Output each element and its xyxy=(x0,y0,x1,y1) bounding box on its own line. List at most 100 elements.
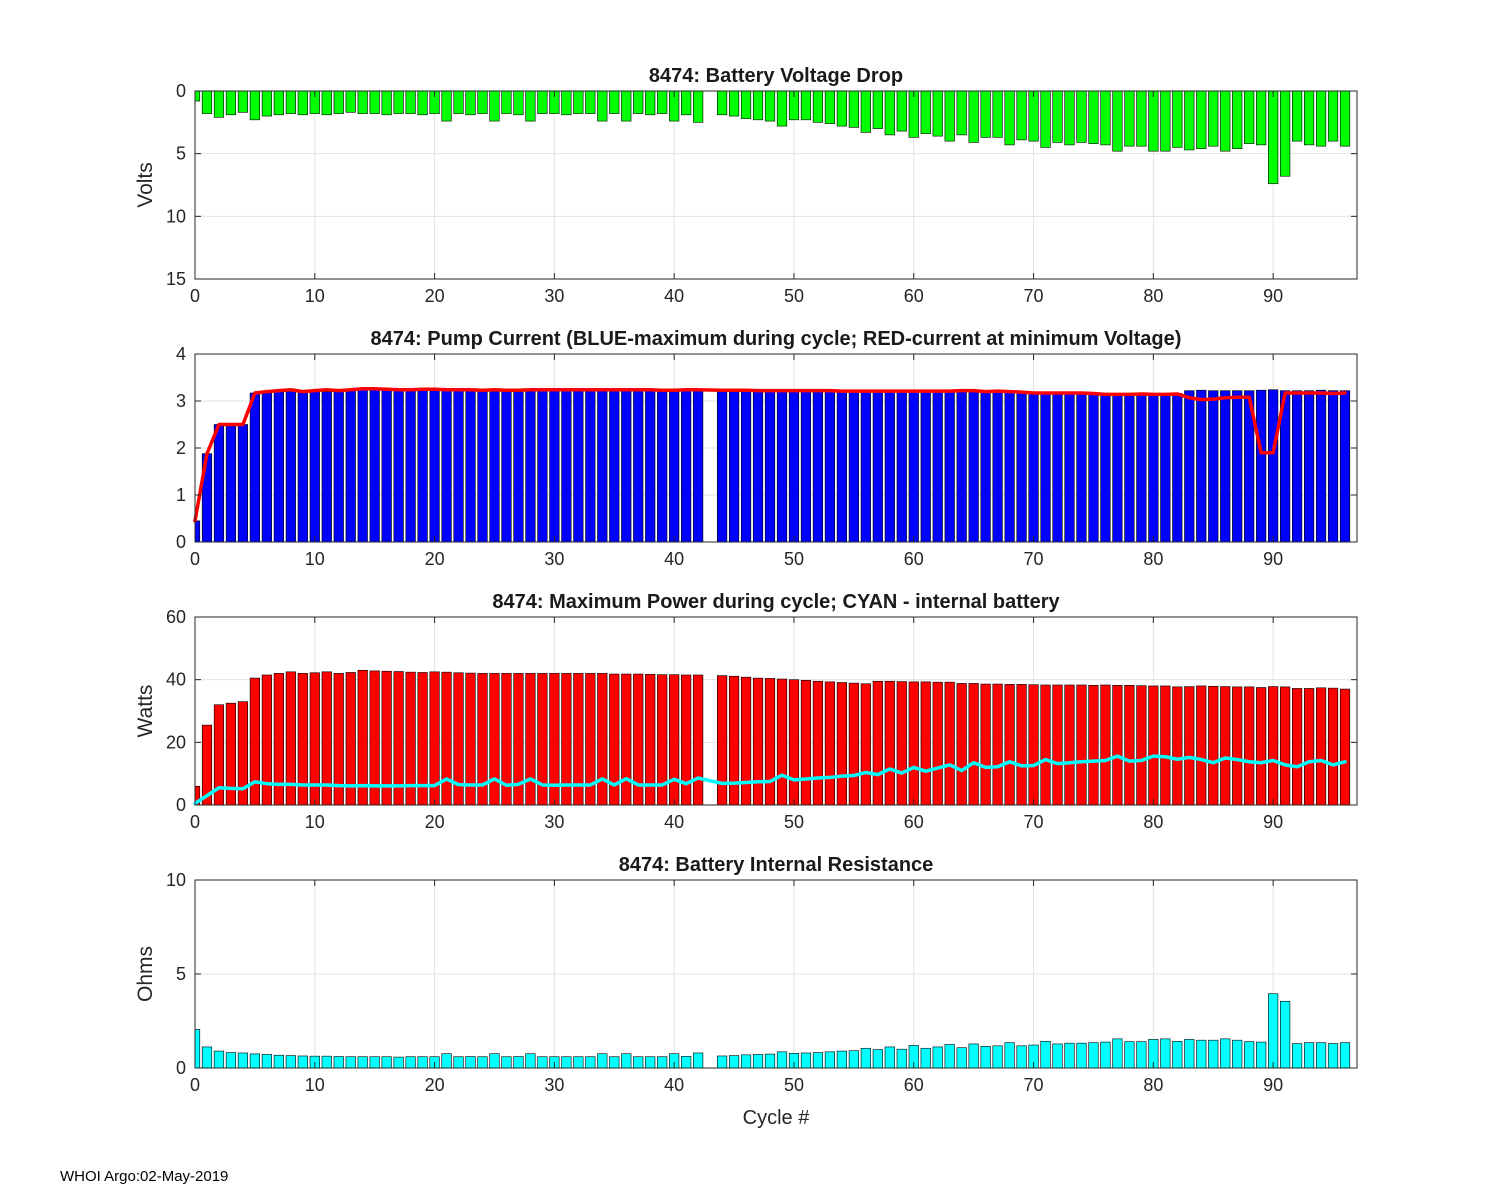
bar xyxy=(800,679,812,806)
bar xyxy=(1052,392,1063,543)
x-tick-label: 40 xyxy=(664,1075,684,1095)
bar xyxy=(1088,392,1099,543)
chart-resistance: 0 10 20 30 40 50 60 70 80 90 0 5 10 8474: Battery Int… xyxy=(134,854,1358,1129)
bar xyxy=(1256,389,1267,543)
bar xyxy=(621,390,632,543)
bar xyxy=(860,90,871,133)
x-tick-label: 20 xyxy=(425,812,445,832)
x-tick-label: 40 xyxy=(664,286,684,306)
bar xyxy=(1292,1043,1303,1069)
bar xyxy=(980,1046,991,1069)
bar xyxy=(1244,90,1255,144)
bar xyxy=(1112,90,1123,152)
bar xyxy=(944,90,955,142)
bar xyxy=(716,675,728,806)
bar xyxy=(549,390,560,543)
bar xyxy=(525,90,536,122)
x-tick-label: 30 xyxy=(544,286,564,306)
bar xyxy=(1112,393,1123,543)
bar xyxy=(980,391,991,543)
bar xyxy=(669,674,680,806)
bar xyxy=(1136,1041,1147,1069)
bar xyxy=(1172,1041,1183,1069)
bar xyxy=(477,90,488,114)
chart-voltage: 0 10 20 30 40 50 60 70 80 90 0 5 10 15 8474: Battery V… xyxy=(134,65,1358,306)
bar xyxy=(1124,685,1135,806)
y-tick-label: 10 xyxy=(166,870,186,890)
bar xyxy=(932,90,943,137)
y-tick-label: 5 xyxy=(176,144,186,164)
bar xyxy=(1016,1045,1027,1069)
bar xyxy=(489,90,500,122)
bar xyxy=(345,390,356,543)
bar xyxy=(716,390,728,543)
bar xyxy=(752,90,764,121)
bar xyxy=(525,1053,536,1069)
bar xyxy=(513,1056,524,1069)
bar xyxy=(896,391,907,543)
bar xyxy=(681,390,692,543)
bar xyxy=(381,90,392,116)
bar xyxy=(393,390,404,543)
bar xyxy=(357,90,368,114)
bar xyxy=(194,520,201,543)
bar xyxy=(1196,685,1207,806)
bar xyxy=(1220,90,1231,152)
bar xyxy=(896,1048,907,1069)
y-tick-label: 60 xyxy=(166,607,186,627)
bar xyxy=(992,1045,1003,1069)
bar xyxy=(1196,90,1207,149)
bar xyxy=(1100,393,1111,543)
bar xyxy=(1208,90,1219,147)
bar xyxy=(764,391,776,543)
bar xyxy=(1327,90,1339,142)
bar xyxy=(956,683,967,806)
bar xyxy=(884,680,895,806)
bar xyxy=(992,391,1003,543)
bar xyxy=(1016,391,1027,543)
x-tick-label: 30 xyxy=(544,1075,564,1095)
bar xyxy=(645,1056,656,1069)
bar xyxy=(1004,684,1015,806)
bar xyxy=(1268,993,1279,1069)
x-tick-label: 60 xyxy=(904,549,924,569)
bar xyxy=(1124,393,1135,543)
bar xyxy=(1280,90,1291,177)
bar xyxy=(441,671,452,806)
bar xyxy=(633,390,644,543)
bar xyxy=(1184,90,1195,151)
bar xyxy=(501,90,512,114)
bar xyxy=(824,1051,835,1069)
bar xyxy=(525,673,536,806)
x-tick-label: 80 xyxy=(1143,812,1163,832)
bar xyxy=(824,90,835,124)
bar xyxy=(1244,1041,1255,1069)
bar xyxy=(1292,90,1303,142)
bar xyxy=(453,390,464,543)
bar xyxy=(1303,1042,1315,1069)
bar xyxy=(321,1055,332,1069)
bar xyxy=(956,391,967,543)
bar xyxy=(812,391,824,543)
bar xyxy=(621,90,632,122)
bar xyxy=(225,90,237,116)
bar xyxy=(1256,687,1267,806)
bar xyxy=(1076,392,1087,543)
bar xyxy=(920,391,931,543)
bar xyxy=(944,1044,955,1069)
bar xyxy=(453,1056,464,1069)
bar xyxy=(609,1056,620,1069)
bar xyxy=(1220,686,1231,806)
bar xyxy=(1160,1038,1171,1069)
bar xyxy=(896,681,907,806)
bar xyxy=(321,90,332,116)
bar xyxy=(740,1054,752,1069)
bar xyxy=(1268,686,1279,806)
chart-title: 8474: Maximum Power during cycle; CYAN -… xyxy=(492,591,1060,613)
bar xyxy=(225,424,237,543)
bar xyxy=(513,391,524,543)
bar xyxy=(1040,90,1051,148)
bar xyxy=(345,90,356,113)
bar xyxy=(872,680,883,806)
bar xyxy=(1088,1042,1099,1069)
